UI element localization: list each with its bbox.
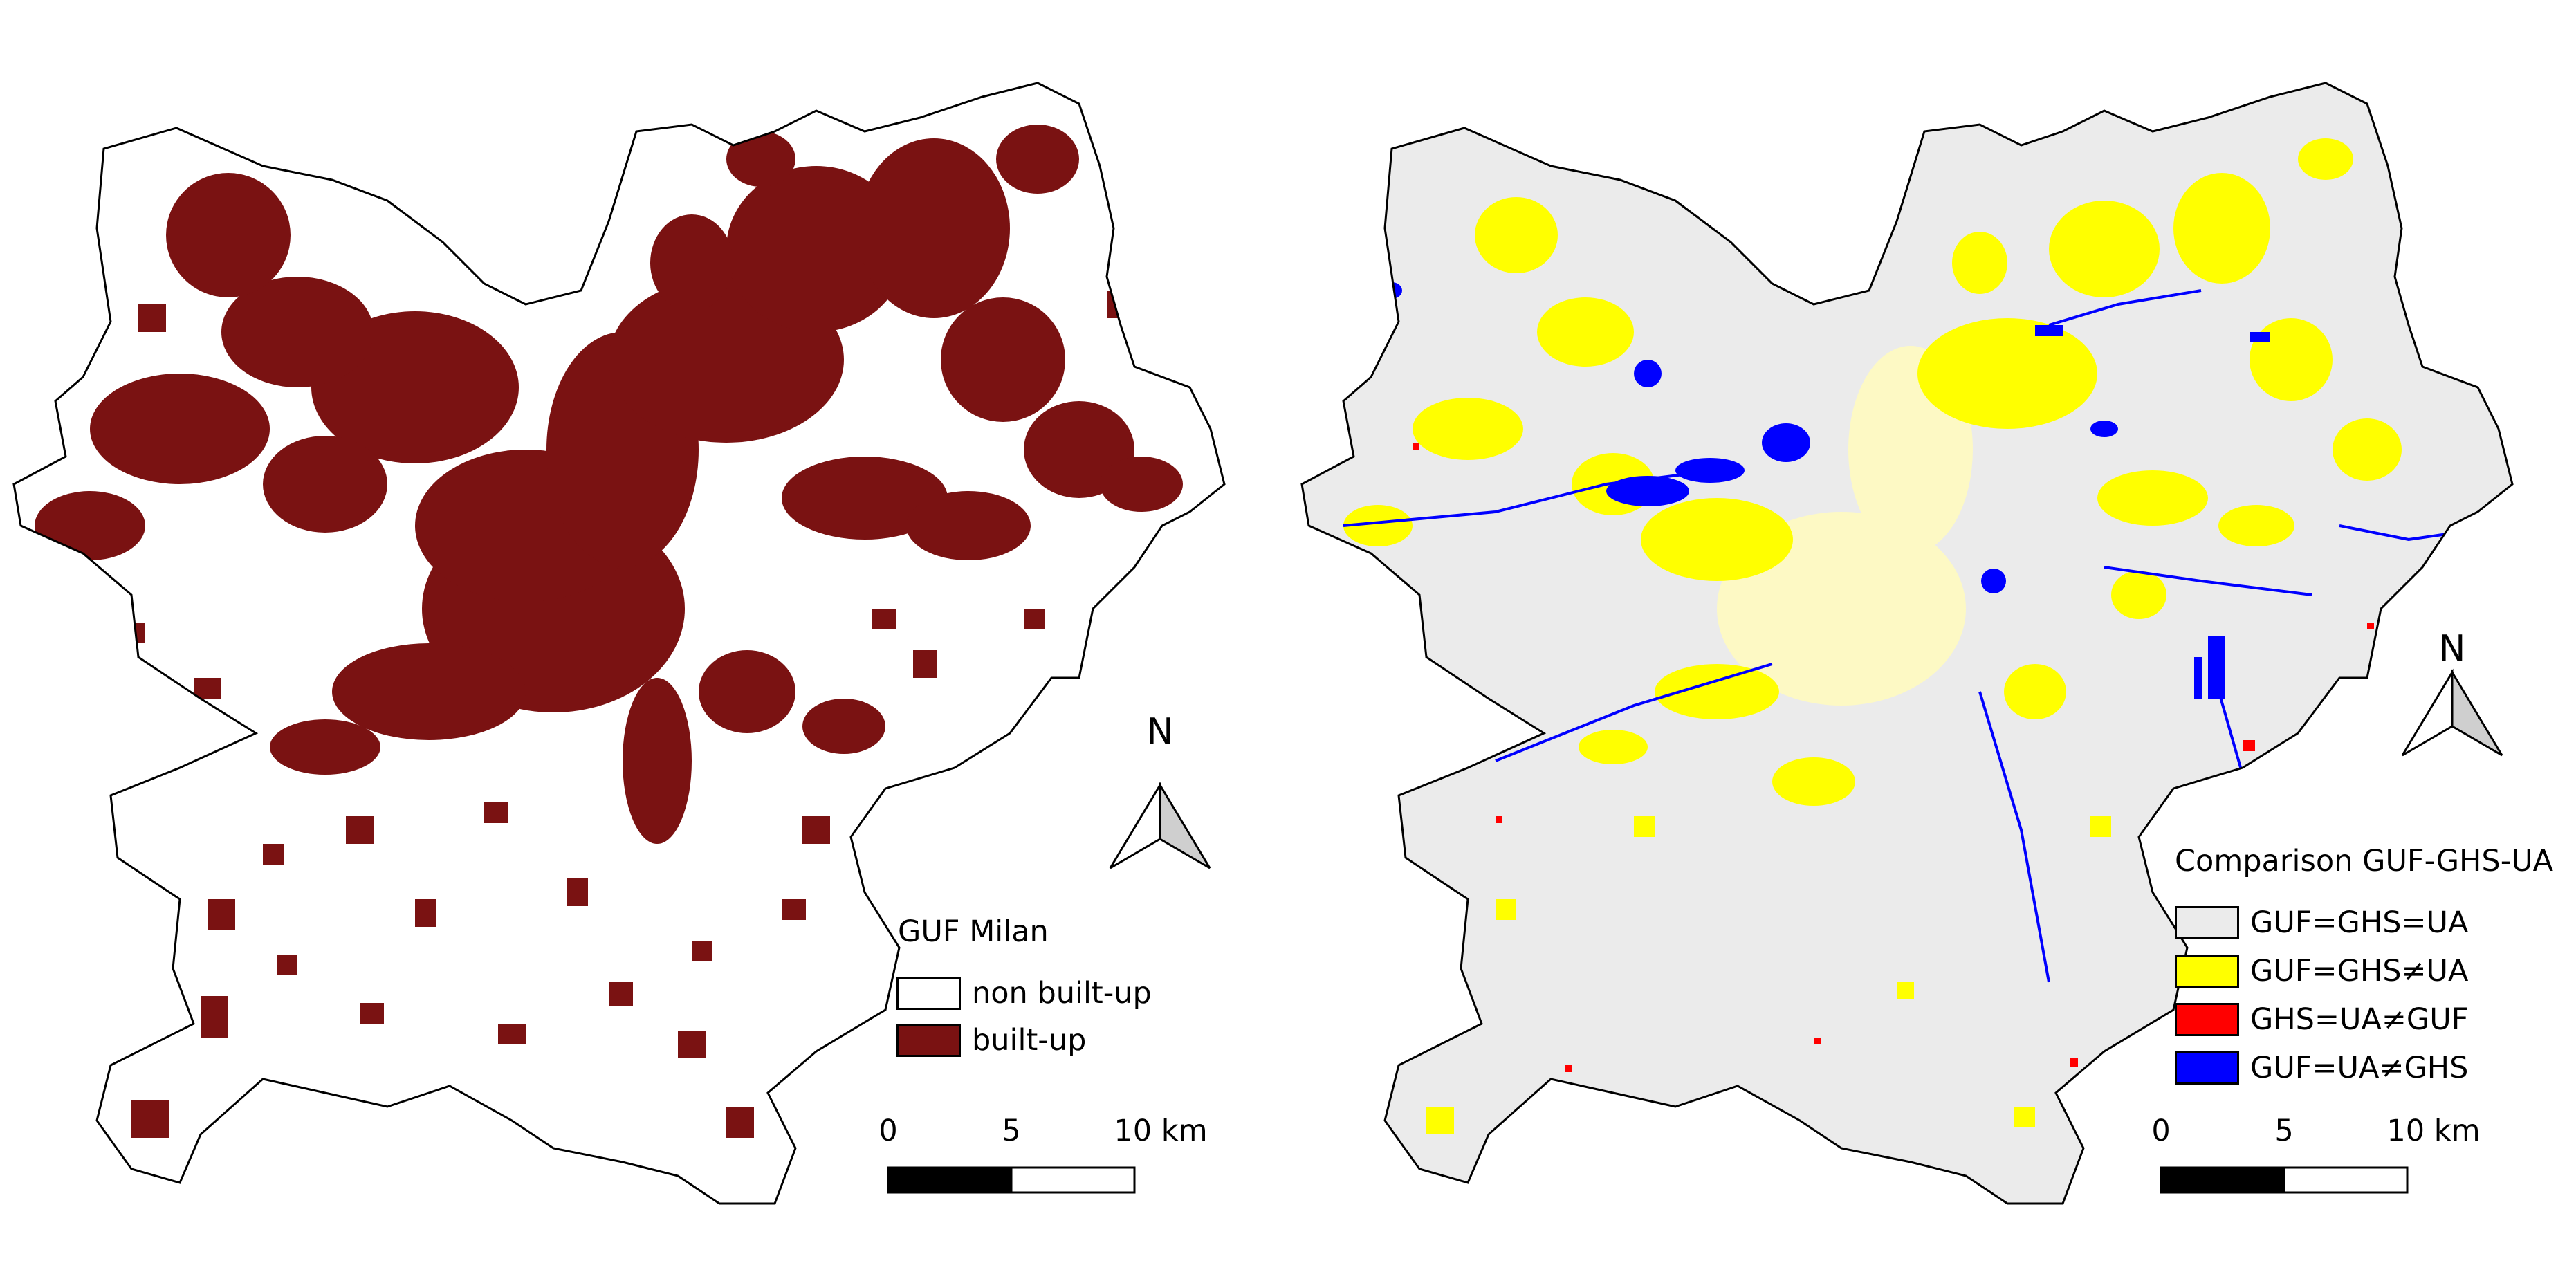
scale-tick-label: 5 (1002, 1114, 1021, 1148)
north-arrow-icon (1109, 781, 1211, 869)
legend-item-non-built-up: non built-up (896, 975, 1152, 1011)
scale-tick-label: 0 (2151, 1114, 2171, 1148)
scale-tick-label: 5 (2274, 1114, 2294, 1148)
legend-item-guf-ghs-ua: GUF=GHS=UA (2175, 905, 2468, 941)
legend-swatch (2175, 1051, 2239, 1085)
north-arrow-label: N (2438, 628, 2466, 670)
scale-tick-label: 10 km (1114, 1114, 1208, 1148)
legend-swatch (896, 1024, 961, 1057)
guf-map-canvas (12, 82, 1226, 1205)
legend-label: GHS=UA≠GUF (2250, 1002, 2469, 1037)
built-up-areas (35, 125, 1183, 1138)
legend-item-guf-ua-not-ghs: GUF=UA≠GHS (2175, 1050, 2468, 1086)
map-panel-comparison: N Comparison GUF-GHS-UA GUF=GHS=UA GUF=G… (1288, 0, 2576, 1281)
legend-swatch (896, 977, 961, 1010)
legend-title: GUF Milan (898, 914, 1049, 949)
legend-swatch (2175, 955, 2239, 988)
scale-bar (2160, 1166, 2409, 1194)
north-arrow-icon (2401, 668, 2503, 757)
legend-label: GUF=GHS≠UA (2250, 954, 2469, 988)
comparison-classes (1343, 138, 2506, 1134)
legend-item-ghs-ua-not-guf: GHS=UA≠GUF (2175, 1002, 2468, 1038)
legend-item-built-up: built-up (896, 1022, 1086, 1058)
legend-title: Comparison GUF-GHS-UA (2175, 844, 2554, 878)
north-arrow-label: N (1146, 711, 1174, 753)
legend-label: non built-up (972, 976, 1152, 1011)
comparison-map-canvas (1300, 82, 2514, 1205)
scale-tick-label: 10 km (2386, 1114, 2481, 1148)
legend-swatch (2175, 1003, 2239, 1036)
legend-label: GUF=UA≠GHS (2250, 1051, 2469, 1085)
map-panel-guf: N GUF Milan non built-up built-up 0 5 10… (12, 82, 1226, 1205)
scale-tick-label: 0 (878, 1114, 898, 1148)
legend-label: GUF=GHS=UA (2250, 905, 2469, 940)
legend-item-guf-ghs-not-ua: GUF=GHS≠UA (2175, 953, 2468, 989)
scale-bar (887, 1166, 1136, 1194)
legend-label: built-up (972, 1023, 1087, 1058)
legend-swatch (2175, 906, 2239, 939)
